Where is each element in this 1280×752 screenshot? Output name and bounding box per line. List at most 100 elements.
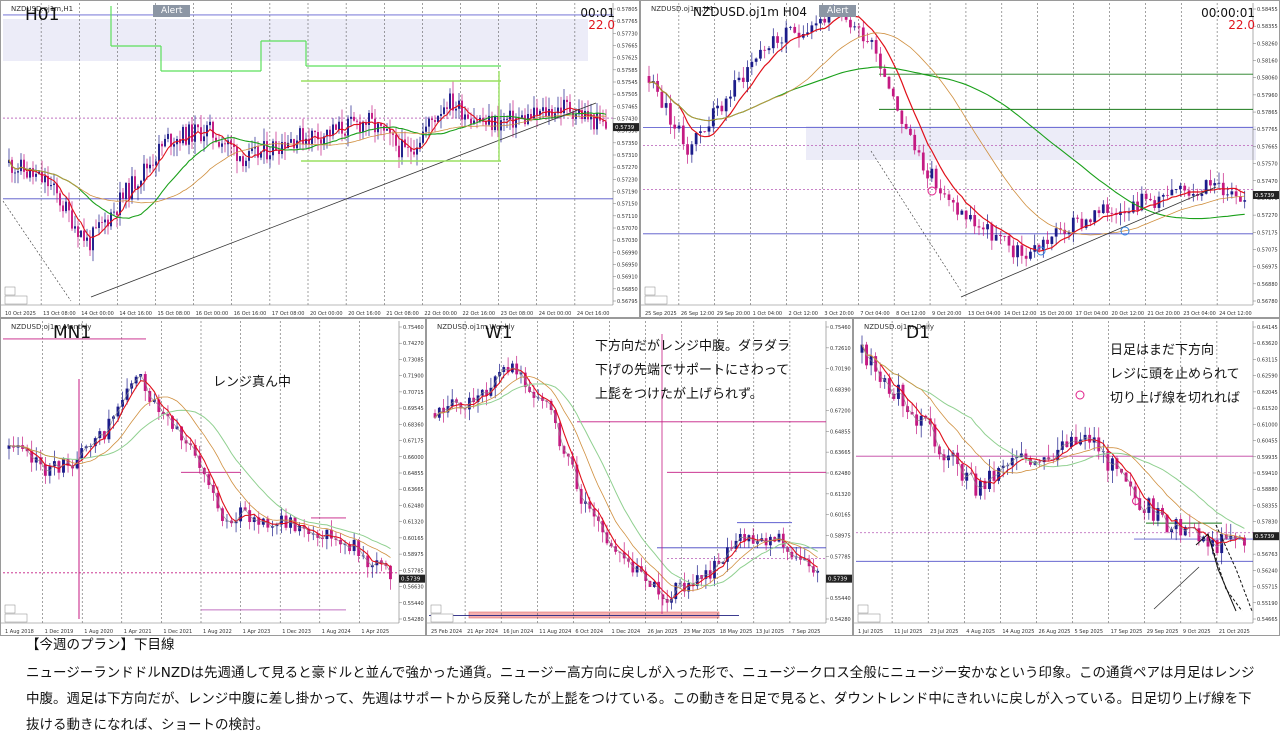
candle-body <box>242 156 244 167</box>
candle-body <box>434 120 436 123</box>
candle-body <box>819 18 822 24</box>
y-tick-label: 0.57665 <box>1257 144 1278 150</box>
candle-body <box>8 159 10 163</box>
candle-body <box>41 171 43 183</box>
indicator-box <box>4 613 28 623</box>
chart-h01[interactable]: 0.57805 0.57765 0.57730 0.57665 0.57625 0.575… <box>0 0 640 318</box>
indicator-box <box>4 604 16 614</box>
chart-w1-canvas[interactable]: 0.75460 0.72610 0.70190 0.68390 0.67200 0.648… <box>427 319 853 636</box>
x-tick-label: 1 Apr 2023 <box>243 629 271 635</box>
y-tick-label: 0.56780 <box>1257 299 1278 305</box>
y-tick-label: 0.62480 <box>830 471 851 477</box>
y-tick-label: 0.57270 <box>617 165 638 171</box>
candle-body <box>694 133 698 145</box>
candle-body <box>551 108 553 118</box>
candle-body <box>83 230 85 241</box>
y-tick-label: 0.58060 <box>1257 76 1278 82</box>
chart-d1[interactable]: 0.64145 0.63620 0.63115 0.62590 0.62045 0.615… <box>853 318 1280 636</box>
chart-mn1-timeframe: MN1 <box>53 323 92 343</box>
moving-average-0 <box>434 368 819 600</box>
projection-2 <box>1215 524 1253 612</box>
candle-body <box>823 18 827 23</box>
candle-body <box>1054 228 1058 237</box>
candle-body <box>1093 210 1097 223</box>
candle-body <box>1020 245 1024 256</box>
candle-body <box>1204 180 1208 194</box>
chart-h01-canvas[interactable]: 0.57805 0.57765 0.57730 0.57665 0.57625 0.575… <box>1 1 640 318</box>
y-tick-label: 0.62590 <box>1257 374 1278 380</box>
y-tick-label: 0.57230 <box>617 177 638 183</box>
candle-body <box>110 212 112 227</box>
candle-body <box>353 116 355 121</box>
candle-body <box>1123 211 1127 214</box>
chart-d1-symbol: NZDUSD.oj1m,Daily <box>864 323 935 331</box>
y-tick-label: 0.63665 <box>403 487 424 493</box>
x-tick-label: 29 Sep 2025 <box>1147 629 1179 635</box>
x-tick-label: 16 Jun 2024 <box>503 629 533 635</box>
candle-body <box>986 224 989 230</box>
candle-body <box>776 36 779 43</box>
candle-body <box>119 192 121 215</box>
candle-body <box>1024 255 1028 259</box>
candle-body <box>664 103 668 108</box>
price-tag <box>826 574 852 583</box>
candle-body <box>977 226 981 228</box>
x-tick-label: 1 Dec 2021 <box>163 629 192 635</box>
x-tick-label: 10 Oct 2025 <box>5 311 36 317</box>
candle-body <box>960 210 964 215</box>
chart-h01-alert-button[interactable]: Alert <box>153 5 191 17</box>
x-tick-label: 8 Oct 12:00 <box>896 311 925 317</box>
chart-mn1[interactable]: 0.75460 0.74270 0.73085 0.71900 0.70715 0.695… <box>0 318 426 636</box>
candle-body <box>1110 212 1114 214</box>
chart-h04-timeframe: NZDUSD.oj1m H04 <box>693 5 807 19</box>
candle-body <box>716 105 719 109</box>
candle-body <box>386 129 388 131</box>
candle-body <box>185 126 187 145</box>
candle-body <box>203 136 205 142</box>
y-tick-label: 0.74270 <box>403 341 424 347</box>
candle-body <box>233 144 235 148</box>
candle-body <box>398 145 400 158</box>
moving-average-0 <box>8 104 607 238</box>
x-tick-label: 21 Oct 08:00 <box>386 311 419 317</box>
chart-h04-canvas[interactable]: 0.58455 0.58355 0.58260 0.58160 0.58060 0.579… <box>641 1 1280 318</box>
chart-h04-alert-button[interactable]: Alert <box>819 5 857 17</box>
candle-body <box>62 205 64 212</box>
x-tick-label: 29 Sep 20:00 <box>717 311 750 317</box>
x-tick-label: 1 Aug 2024 <box>322 629 351 635</box>
candle-body <box>590 114 592 120</box>
candle-body <box>59 193 61 206</box>
indicator-box <box>4 286 16 296</box>
candle-body <box>681 125 685 145</box>
y-tick-label: 0.57865 <box>1257 110 1278 116</box>
x-tick-label: 22 Oct 16:00 <box>463 311 496 317</box>
candle-body <box>926 170 929 179</box>
chart-mn1-canvas[interactable]: 0.75460 0.74270 0.73085 0.71900 0.70715 0.695… <box>1 319 426 636</box>
candle-body <box>1183 185 1187 191</box>
y-tick-label: 0.58160 <box>1257 59 1278 65</box>
candle-body <box>947 194 951 200</box>
chart-d1-canvas[interactable]: 0.64145 0.63620 0.63115 0.62590 0.62045 0.615… <box>854 319 1280 636</box>
trend-line-0 <box>960 186 1217 298</box>
chart-h01-symbol: NZDUSD.oj1m,H1 <box>11 5 74 13</box>
candle-body <box>125 182 127 199</box>
chart-w1[interactable]: 0.75460 0.72610 0.70190 0.68390 0.67200 0.648… <box>426 318 853 636</box>
x-tick-label: 26 Sep 12:00 <box>681 311 714 317</box>
x-tick-label: 13 Jul 2025 <box>756 629 784 635</box>
x-tick-label: 20 Oct 16:00 <box>348 311 381 317</box>
y-tick-label: 0.72610 <box>830 346 851 352</box>
plot-background <box>854 319 1279 635</box>
candle-body <box>669 103 672 125</box>
chart-h04[interactable]: 0.58455 0.58355 0.58260 0.58160 0.58060 0.579… <box>640 0 1280 318</box>
candle-body <box>737 77 741 81</box>
candle-body <box>251 148 253 152</box>
candle-body <box>104 219 106 223</box>
candle-body <box>506 119 508 120</box>
price-tag <box>613 123 639 132</box>
price-tag <box>399 574 425 583</box>
candle-body <box>47 175 49 187</box>
x-tick-label: 5 Sep 2025 <box>1075 629 1104 635</box>
y-tick-label: 0.54280 <box>403 617 424 623</box>
x-tick-label: 15 Oct 20:00 <box>1040 311 1073 317</box>
y-tick-label: 0.54665 <box>1257 617 1278 623</box>
